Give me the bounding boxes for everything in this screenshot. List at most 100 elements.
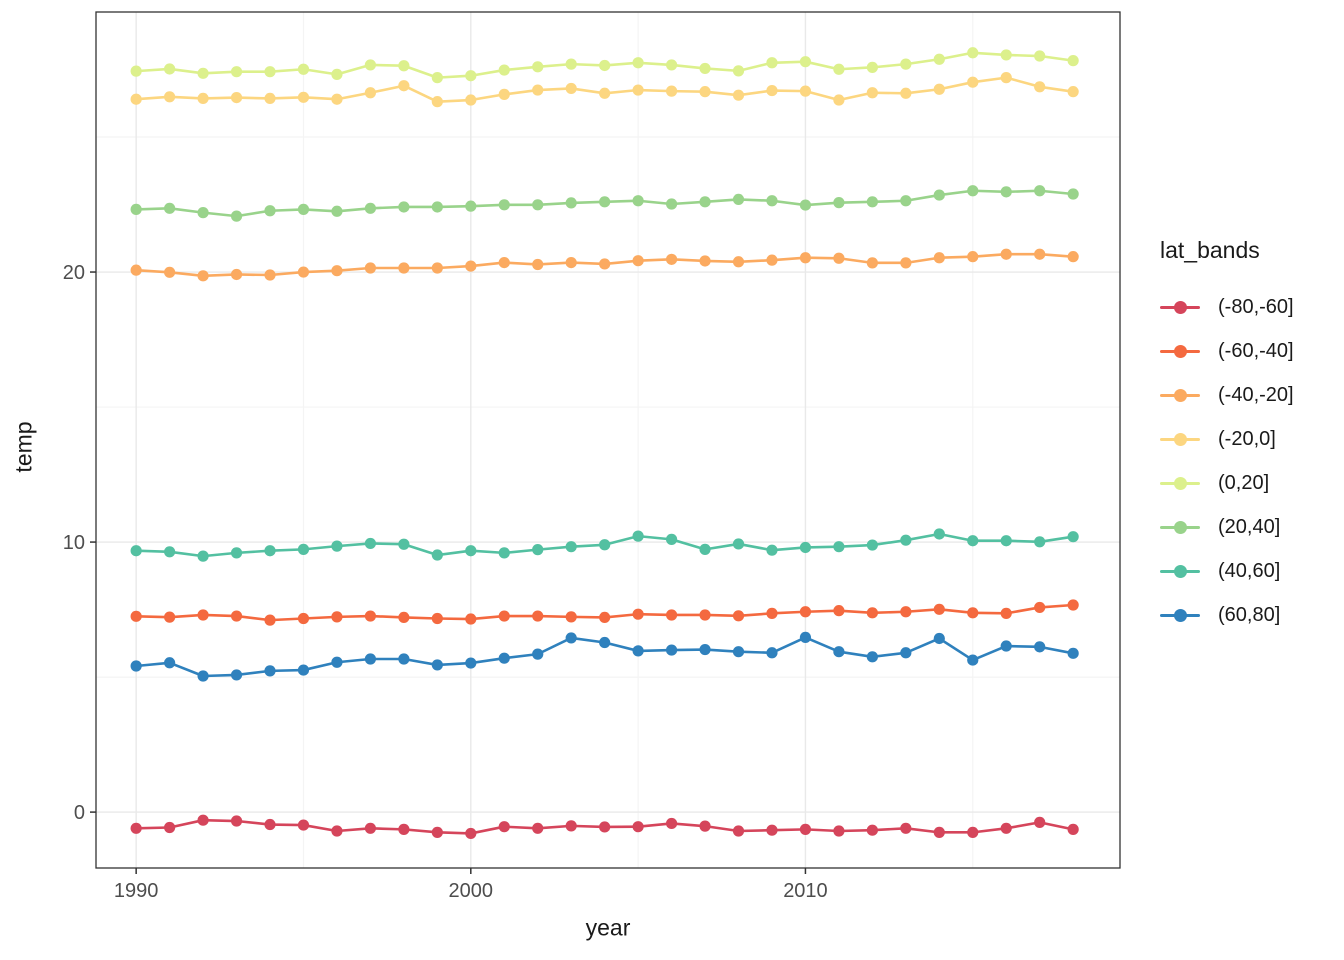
data-point bbox=[398, 80, 410, 92]
data-point bbox=[230, 92, 243, 104]
data-point bbox=[967, 185, 979, 197]
data-point bbox=[967, 535, 979, 547]
data-point bbox=[431, 612, 443, 625]
y-tick-label: 20 bbox=[63, 262, 85, 284]
data-point bbox=[1000, 248, 1012, 260]
legend-item: (60,80] bbox=[1160, 602, 1344, 628]
data-point bbox=[732, 646, 745, 658]
y-axis-title: temp bbox=[10, 421, 37, 473]
data-point bbox=[732, 538, 745, 550]
data-point bbox=[799, 252, 812, 264]
data-point bbox=[164, 63, 176, 75]
data-point bbox=[1000, 49, 1012, 61]
data-point bbox=[498, 199, 510, 211]
data-point bbox=[1034, 641, 1046, 653]
data-point bbox=[900, 195, 912, 207]
data-point bbox=[632, 255, 644, 267]
legend-item-label: (-60,-40] bbox=[1218, 339, 1294, 362]
data-point bbox=[632, 645, 644, 657]
data-point bbox=[833, 94, 845, 106]
data-point bbox=[1034, 248, 1046, 260]
data-point bbox=[833, 605, 845, 617]
data-point bbox=[164, 91, 176, 103]
data-point bbox=[297, 266, 310, 278]
data-point bbox=[197, 670, 209, 682]
data-point bbox=[665, 253, 678, 265]
legend-item: (-40,-20] bbox=[1160, 382, 1344, 408]
data-point bbox=[398, 653, 410, 665]
data-point bbox=[532, 199, 544, 211]
y-tick-label: 0 bbox=[74, 802, 85, 824]
data-point bbox=[297, 819, 310, 831]
data-point bbox=[264, 665, 276, 677]
legend-item: (-20,0] bbox=[1160, 426, 1344, 452]
data-point bbox=[364, 537, 377, 550]
data-point bbox=[900, 534, 912, 546]
data-point bbox=[364, 202, 377, 214]
data-point bbox=[732, 256, 745, 268]
data-point bbox=[297, 63, 310, 75]
data-point bbox=[1067, 55, 1079, 67]
data-point bbox=[665, 59, 678, 71]
data-point bbox=[967, 76, 979, 88]
data-point bbox=[197, 270, 209, 282]
data-point bbox=[1067, 251, 1079, 263]
legend-key-icon bbox=[1160, 388, 1200, 402]
data-point bbox=[565, 82, 577, 95]
data-point bbox=[465, 613, 477, 625]
data-point bbox=[799, 823, 812, 835]
data-point bbox=[264, 614, 276, 626]
data-point bbox=[632, 84, 644, 96]
data-point bbox=[230, 210, 243, 222]
data-point bbox=[766, 544, 778, 556]
data-point bbox=[565, 541, 577, 553]
data-point bbox=[632, 821, 644, 833]
data-point bbox=[900, 87, 912, 99]
data-point bbox=[599, 539, 611, 551]
data-point bbox=[130, 545, 142, 557]
data-point bbox=[297, 543, 310, 555]
data-point bbox=[130, 264, 142, 276]
legend-item-label: (-40,-20] bbox=[1218, 383, 1294, 406]
data-point bbox=[866, 651, 878, 663]
data-point bbox=[130, 65, 142, 77]
data-point bbox=[933, 528, 945, 540]
panel-border bbox=[95, 11, 1121, 869]
data-point bbox=[164, 611, 176, 623]
data-point bbox=[632, 195, 644, 207]
data-point bbox=[766, 57, 778, 69]
data-point bbox=[398, 60, 410, 72]
legend-key-icon bbox=[1160, 608, 1200, 622]
data-point bbox=[833, 825, 845, 837]
data-point bbox=[230, 669, 243, 681]
data-point bbox=[230, 815, 243, 827]
data-point bbox=[164, 202, 176, 214]
legend-item-label: (40,60] bbox=[1218, 559, 1281, 582]
data-point bbox=[665, 198, 678, 210]
legend-key-icon bbox=[1160, 476, 1200, 490]
data-point bbox=[331, 540, 343, 552]
data-point bbox=[431, 659, 443, 671]
data-point bbox=[1000, 72, 1012, 84]
legend-title: lat_bands bbox=[1160, 237, 1260, 263]
legend: lat_bands (-80,-60] (-60,-40] (-40,-20] (-2… bbox=[1160, 236, 1344, 646]
data-point bbox=[866, 257, 878, 269]
data-point bbox=[1034, 185, 1046, 197]
data-point bbox=[398, 262, 410, 274]
data-point bbox=[297, 612, 310, 625]
data-point bbox=[465, 70, 477, 82]
data-point bbox=[532, 84, 544, 96]
data-point bbox=[532, 610, 544, 622]
data-point bbox=[364, 822, 377, 834]
data-point bbox=[230, 268, 243, 281]
data-point bbox=[1034, 50, 1046, 62]
data-point bbox=[498, 547, 510, 559]
y-tick-label: 10 bbox=[63, 532, 85, 554]
data-point bbox=[431, 262, 443, 274]
data-point bbox=[565, 256, 577, 269]
data-point bbox=[1000, 535, 1012, 547]
data-point bbox=[498, 652, 510, 664]
legend-items: (-80,-60] (-60,-40] (-40,-20] (-20,0] (0,20]… bbox=[1160, 294, 1344, 628]
data-point bbox=[364, 653, 377, 665]
data-point bbox=[297, 664, 310, 676]
